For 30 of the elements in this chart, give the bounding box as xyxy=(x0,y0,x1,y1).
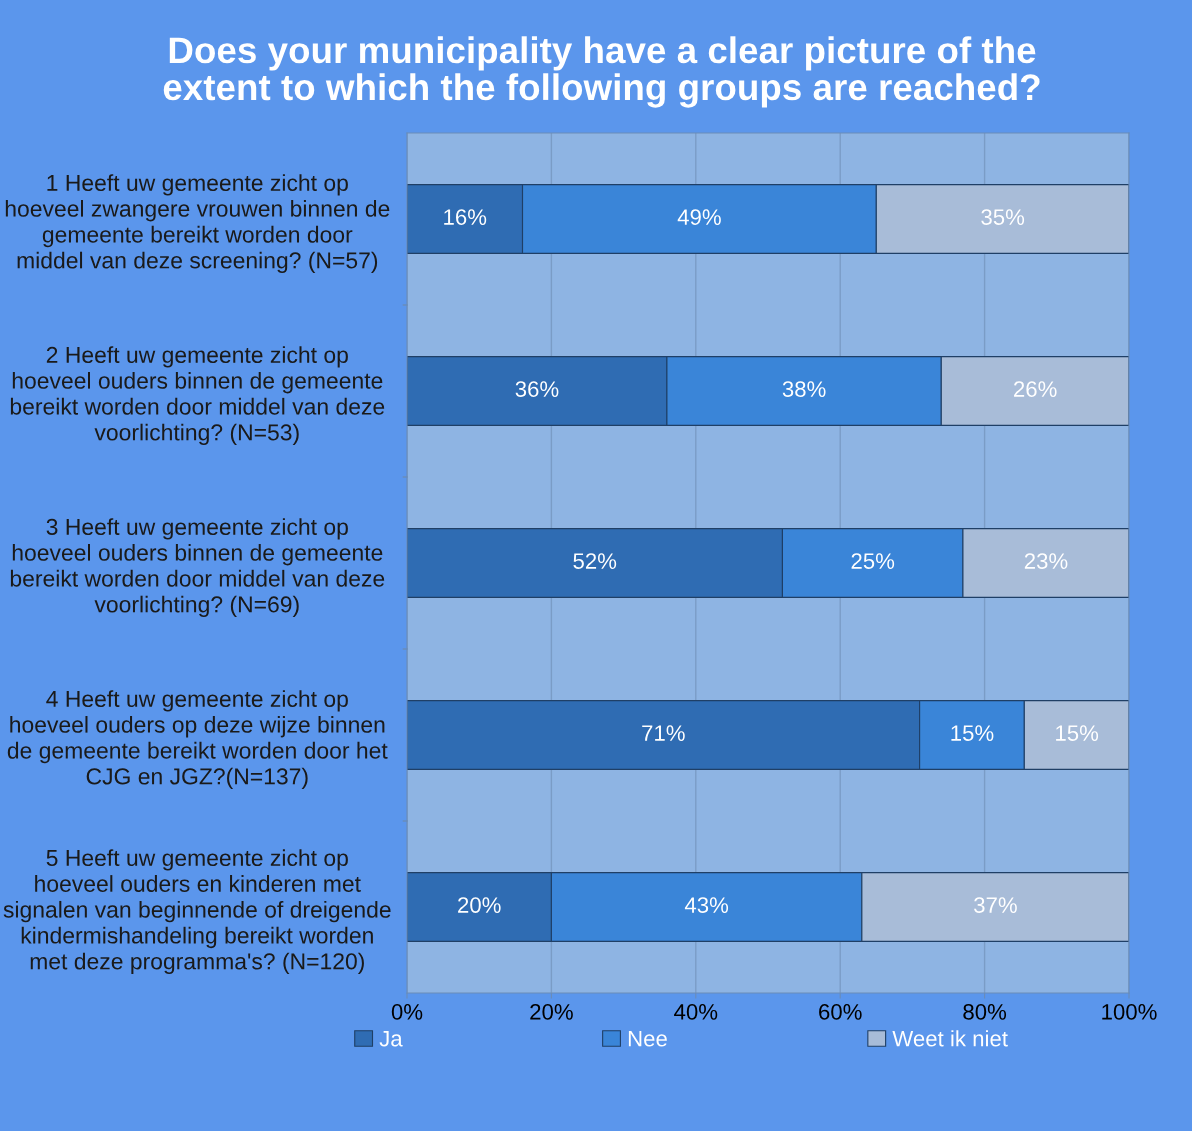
data-label: 37% xyxy=(974,897,1017,913)
data-label: 15% xyxy=(1056,725,1099,741)
data-label: 52% xyxy=(573,553,617,569)
y-tick-label: 1 Heeft uw gemeente zicht op hoeveel zwangere vrouwen binnen de gemeente bereikt worden door middel van deze screening? (N=57) xyxy=(5,174,390,274)
data-label: 20% xyxy=(458,897,501,913)
data-label: 49% xyxy=(677,209,721,225)
data-label: 36% xyxy=(515,381,559,397)
y-tick-label: 5 Heeft uw gemeente zicht op hoeveel ouders en kinderen met signalen van beginnende of dreigende kindermishandeling bereikt worden met deze programma's? (N=120) xyxy=(3,849,391,974)
x-tick-label: 40% xyxy=(674,1004,718,1020)
y-tick-label: 3 Heeft uw gemeente zicht op hoeveel ouders binnen de gemeente bereikt worden door middel van deze voorlichting? (N=69) xyxy=(10,518,385,618)
legend-label: Weet ik niet xyxy=(892,1030,1008,1047)
x-tick-label: 0% xyxy=(391,1004,423,1020)
chart-title: Does your municipality have a clear picture of the extent to which the following groups are reached? xyxy=(163,36,1040,108)
data-label: 71% xyxy=(642,725,685,741)
data-label: 38% xyxy=(782,381,826,397)
data-label: 43% xyxy=(684,897,729,913)
data-label: 15% xyxy=(951,725,994,741)
data-label: 23% xyxy=(1024,553,1068,569)
data-label: 16% xyxy=(444,209,487,225)
y-tick-label: 2 Heeft uw gemeente zicht op hoeveel ouders binnen de gemeente bereikt worden door middel van deze voorlichting? (N=53) xyxy=(10,346,385,446)
legend-label: Nee xyxy=(628,1031,667,1047)
x-tick-label: 20% xyxy=(530,1004,573,1020)
data-label: 26% xyxy=(1014,381,1057,397)
x-tick-label: 80% xyxy=(963,1004,1007,1020)
data-label: 25% xyxy=(851,553,895,569)
data-label: 35% xyxy=(981,209,1025,225)
x-tick-label: 100% xyxy=(1102,1004,1157,1020)
legend-label: Ja xyxy=(379,1031,403,1047)
y-tick-label: 4 Heeft uw gemeente zicht op hoeveel ouders op deze wijze binnen de gemeente bereikt worden door het CJG en JGZ?(N=137) xyxy=(7,690,388,790)
x-tick-label: 60% xyxy=(819,1004,862,1020)
